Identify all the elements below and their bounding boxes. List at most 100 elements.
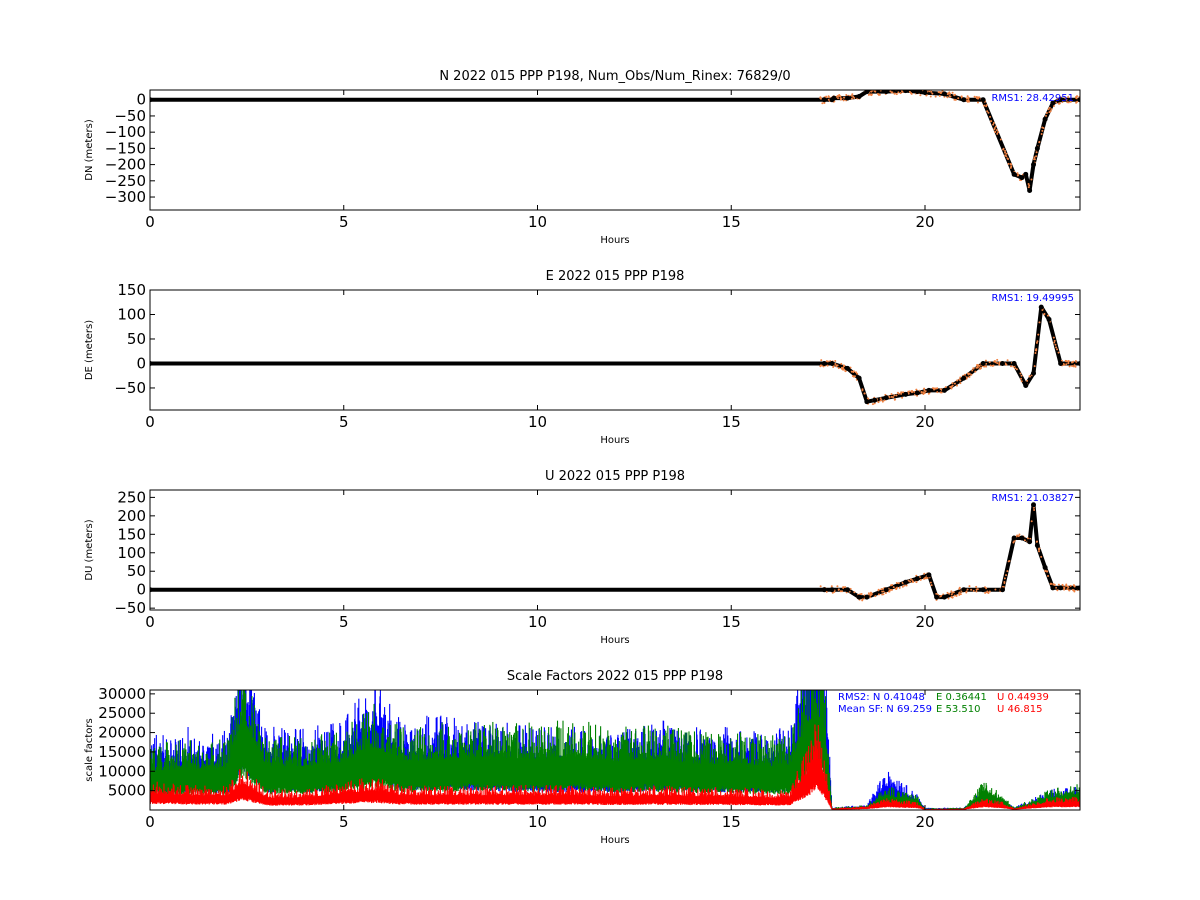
data-point: [1063, 363, 1066, 366]
data-point: [1004, 149, 1007, 152]
data-point: [1072, 584, 1075, 587]
data-point: [849, 587, 852, 590]
data-point: [1050, 100, 1056, 106]
data-point: [856, 375, 862, 381]
data-point: [1035, 341, 1038, 344]
data-point: [826, 364, 829, 367]
data-point: [1006, 359, 1009, 362]
data-point: [923, 577, 926, 580]
data-point: [1005, 152, 1008, 155]
data-point: [959, 382, 962, 385]
data-point: [961, 97, 967, 103]
data-point: [1076, 95, 1079, 98]
data-point: [881, 400, 884, 403]
data-point: [1011, 360, 1017, 366]
data-point: [951, 596, 954, 599]
panel-3: U 2022 015 PPP P198 Hours DU (meters) 0 5 10 1…: [84, 469, 1081, 646]
data-point: [1028, 184, 1031, 187]
data-point: [821, 97, 827, 103]
data-point: [870, 94, 873, 97]
x-tick-label: 15: [722, 213, 741, 231]
y-tick-label: 50: [127, 562, 146, 580]
data-point: [937, 91, 940, 94]
data-point: [877, 588, 880, 591]
data-point: [877, 93, 880, 96]
fit-points: [819, 307, 1078, 406]
data-point: [1058, 102, 1061, 105]
data-point: [933, 388, 936, 391]
data-point: [931, 387, 934, 390]
data-point: [944, 386, 947, 389]
data-point: [1000, 587, 1005, 593]
data-point: [955, 384, 958, 387]
data-point: [988, 590, 991, 593]
data-point: [889, 90, 892, 93]
data-point: [1033, 158, 1036, 161]
data-point: [938, 94, 941, 97]
x-axis-label: Hours: [600, 435, 629, 446]
data-point: [845, 93, 848, 96]
data-point: [895, 93, 898, 96]
data-point: [951, 382, 954, 385]
data-point: [908, 90, 911, 93]
data-point: [1044, 570, 1047, 573]
data-point: [959, 379, 962, 382]
data-point: [1031, 370, 1036, 376]
data-point: [958, 593, 961, 596]
data-point: [856, 594, 862, 600]
data-point: [864, 594, 870, 600]
data-point: [836, 585, 839, 588]
data-point: [852, 370, 855, 373]
data-point: [1010, 163, 1013, 166]
data-point: [834, 360, 837, 363]
data-point: [989, 115, 992, 118]
data-point: [1056, 348, 1059, 351]
data-point: [985, 591, 988, 594]
data-point: [912, 87, 914, 89]
y-tick-label: 100: [117, 544, 146, 562]
data-point: [949, 385, 952, 388]
y-tick-label: 0: [136, 91, 146, 109]
data-point: [929, 581, 932, 584]
data-point: [949, 92, 952, 95]
x-tick-label: 15: [722, 413, 741, 431]
data-point: [950, 590, 953, 593]
y-tick-label: 100: [117, 305, 146, 323]
data-point: [901, 585, 904, 588]
data-point: [968, 375, 971, 378]
data-point: [1007, 158, 1010, 161]
data-point: [1037, 548, 1040, 551]
data-point: [836, 94, 839, 97]
data-point: [1020, 377, 1023, 380]
data-point: [905, 584, 908, 587]
data-point: [920, 391, 923, 394]
data-point: [842, 99, 845, 102]
data-point: [820, 97, 823, 100]
data-point: [1052, 336, 1055, 339]
plot-frame: [149, 289, 1081, 411]
data-point: [831, 591, 834, 594]
data-point: [1074, 359, 1077, 362]
data-point: [891, 583, 894, 586]
data-point: [974, 370, 977, 373]
data-point: [953, 382, 956, 385]
data-point: [930, 90, 933, 93]
data-point: [834, 362, 837, 365]
y-axis-label: DU (meters): [84, 519, 95, 580]
data-point: [1064, 96, 1067, 99]
data-point: [1010, 165, 1013, 168]
data-point: [973, 95, 976, 98]
data-point: [915, 581, 918, 584]
data-point: [958, 592, 961, 595]
data-point: [845, 95, 850, 101]
data-point: [961, 587, 967, 593]
data-point: [976, 101, 979, 104]
data-point: [1057, 351, 1060, 354]
data-point: [1067, 101, 1070, 104]
data-layer: [150, 690, 1080, 810]
y-tick-label: 0: [136, 354, 146, 372]
x-tick-label: 10: [528, 613, 547, 631]
data-point: [837, 97, 840, 100]
data-point: [841, 590, 844, 593]
data-point: [1019, 372, 1022, 375]
